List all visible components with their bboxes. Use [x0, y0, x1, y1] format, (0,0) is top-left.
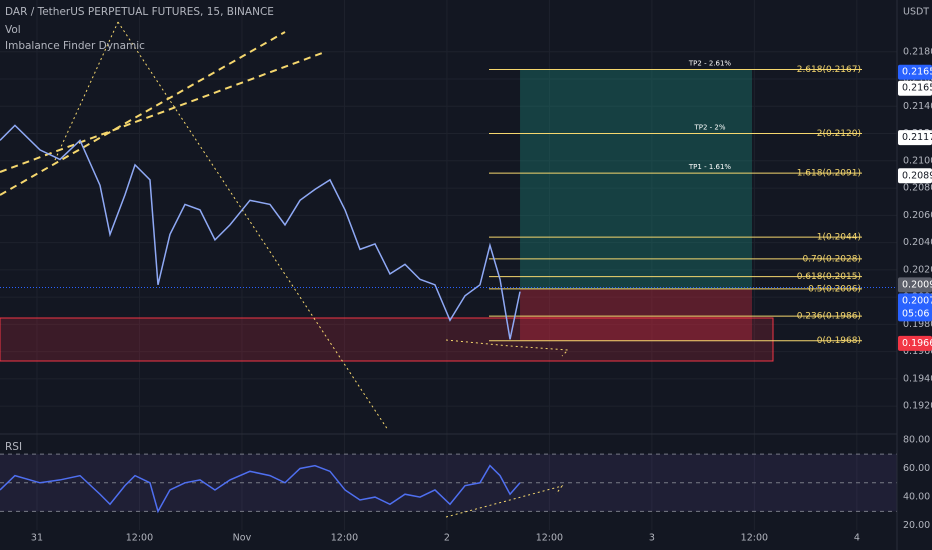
target-label: TP2 - 2.61%	[688, 60, 732, 68]
target-label: TP1 - 1.61%	[688, 163, 732, 171]
target-zone	[520, 69, 752, 289]
x-tick-label: 3	[649, 533, 655, 544]
trend-line	[54, 21, 119, 161]
fib-label: 1.618(0.2091)	[797, 169, 861, 179]
rsi-line	[0, 464, 521, 514]
price-tag	[898, 335, 932, 351]
rsi-title: RSI	[5, 441, 22, 453]
x-tick-label: 12:00	[536, 533, 563, 544]
currency: USDT	[903, 7, 929, 18]
price-tag	[898, 130, 932, 146]
price-tag	[898, 168, 932, 184]
countdown: 05:06	[902, 308, 929, 319]
price-tag-label: 0.2117	[902, 132, 932, 143]
fib-label: 2.618(0.2167)	[797, 65, 861, 75]
price-tag-label: 0.2165	[902, 67, 932, 78]
rsi-tick-label: 60.00	[903, 463, 930, 474]
target-label: TP2 - 2%	[693, 124, 725, 132]
x-tick-label: Nov	[233, 533, 252, 544]
price-line	[0, 124, 521, 340]
price-tag-label: 0.2007	[902, 295, 932, 306]
indicator-name: Imbalance Finder Dynamic	[5, 40, 145, 52]
indicator-name: Vol	[5, 24, 21, 36]
price-tag	[898, 64, 932, 80]
price-tag	[898, 277, 932, 293]
fib-label: 1(0.2044)	[817, 233, 861, 243]
price-tag-label: 0.2089	[902, 170, 932, 181]
imbalance-zone	[0, 317, 774, 362]
x-tick-label: 12:00	[126, 533, 153, 544]
rsi-tick-label: 20.00	[903, 520, 930, 531]
x-tick-label: 2	[444, 533, 450, 544]
price-tag-label: 0.1966	[902, 338, 932, 349]
price-tag-label: 0.2165	[902, 83, 932, 94]
price-tag-label: 0.2009	[902, 279, 932, 290]
divergence-line	[445, 339, 570, 357]
x-tick-label: 12:00	[331, 533, 358, 544]
fib-label: 0.618(0.2015)	[797, 272, 861, 282]
fib-label: 0.5(0.2006)	[808, 284, 861, 294]
price-tag	[898, 293, 932, 322]
divergence-line	[445, 485, 564, 518]
chart-title: DAR / TetherUS PERPETUAL FUTURES, 15, BI…	[5, 6, 274, 18]
rsi-tick-label: 80.00	[903, 434, 930, 445]
fib-label: 0(0.1968)	[817, 336, 861, 346]
trend-line	[0, 31, 286, 196]
x-tick-label: 12:00	[741, 533, 768, 544]
rsi-tick-label: 40.00	[903, 492, 930, 503]
trend-line	[0, 51, 326, 173]
trend-line	[117, 21, 389, 431]
y-tick-label: 0.2180	[903, 46, 932, 57]
x-tick-label: 31	[31, 533, 43, 544]
fib-label: 0.79(0.2028)	[802, 254, 861, 264]
fib-label: 0.236(0.1986)	[797, 312, 861, 322]
x-tick-label: 4	[854, 533, 860, 544]
price-tag	[898, 80, 932, 96]
stop-zone	[520, 288, 752, 341]
fib-label: 2(0.2120)	[817, 129, 861, 139]
